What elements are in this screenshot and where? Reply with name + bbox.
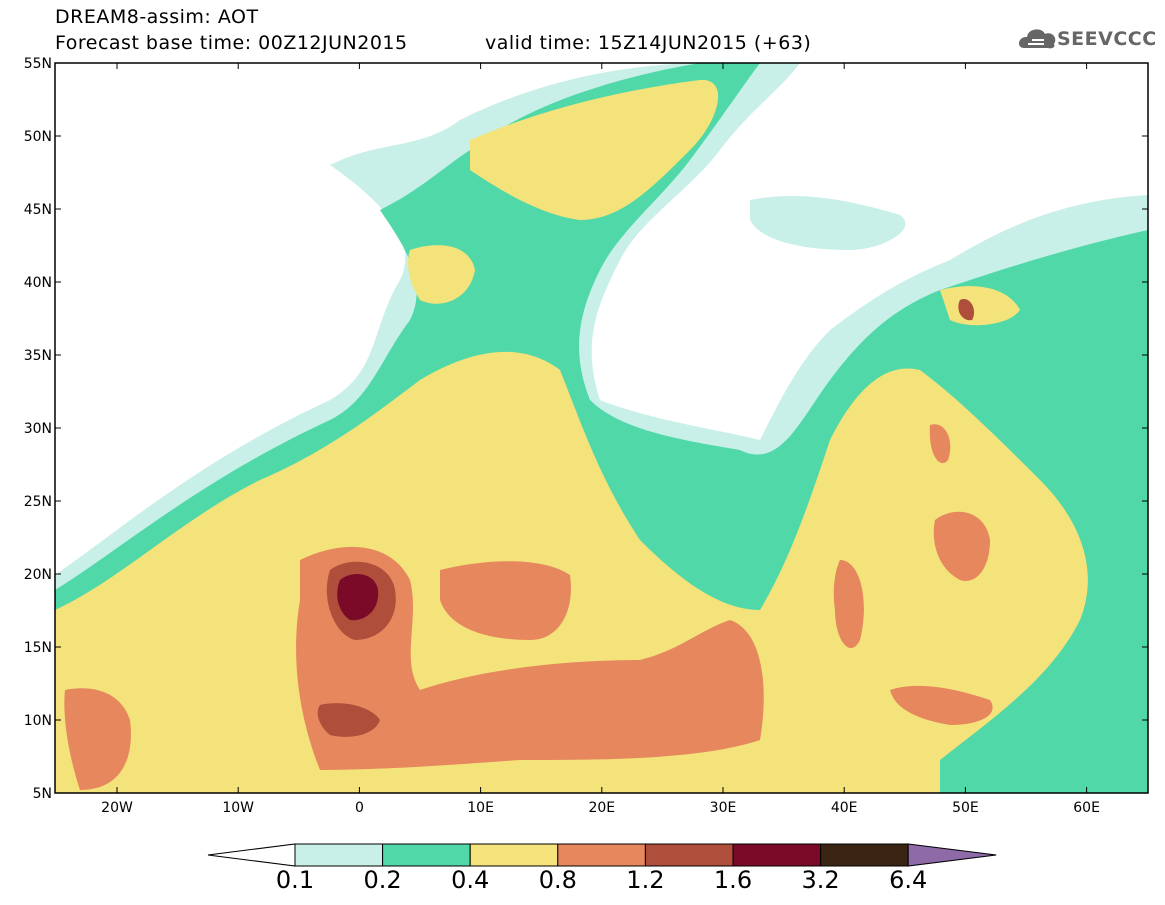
lon-label: 10E [467,800,494,816]
lat-label: 40N [24,275,52,291]
lon-label: 30E [710,800,737,816]
aot-field [55,63,1148,793]
lon-label: 40E [831,800,858,816]
colorbar-label: 0.8 [538,866,577,894]
lon-label: 50E [952,800,979,816]
colorbar-label: 1.2 [626,866,665,894]
colorbar-label: 0.4 [451,866,490,894]
lat-label: 45N [24,202,52,218]
lat-label: 25N [24,494,52,510]
colorbar-label: 0.2 [363,866,402,894]
lat-label: 20N [24,567,52,583]
lat-label: 50N [24,129,52,145]
map-title: DREAM8-assim: AOT [55,6,259,28]
lon-label: 0 [355,800,364,816]
lon-label: 10W [222,800,254,816]
lat-label: 35N [24,348,52,364]
lat-label: 5N [33,786,52,802]
lat-label: 10N [24,713,52,729]
lon-label: 20E [588,800,615,816]
cloud-logo-icon [1018,29,1056,49]
colorbar-label: 3.2 [801,866,840,894]
lat-label: 30N [24,421,52,437]
colorbar-label: 0.1 [275,866,315,894]
lon-label: 20W [101,800,133,816]
colorbar-label: 6.4 [889,866,928,894]
colorbar-label: 1.6 [713,866,753,894]
valid-time-label: valid time: 15Z14JUN2015 (+63) [485,32,812,54]
base-time-label: Forecast base time: 00Z12JUN2015 [55,32,408,54]
lon-label: 60E [1073,800,1100,816]
logo-text: SEEVCCC [1057,28,1157,50]
lat-label: 15N [24,640,52,656]
lat-label: 55N [24,56,52,72]
